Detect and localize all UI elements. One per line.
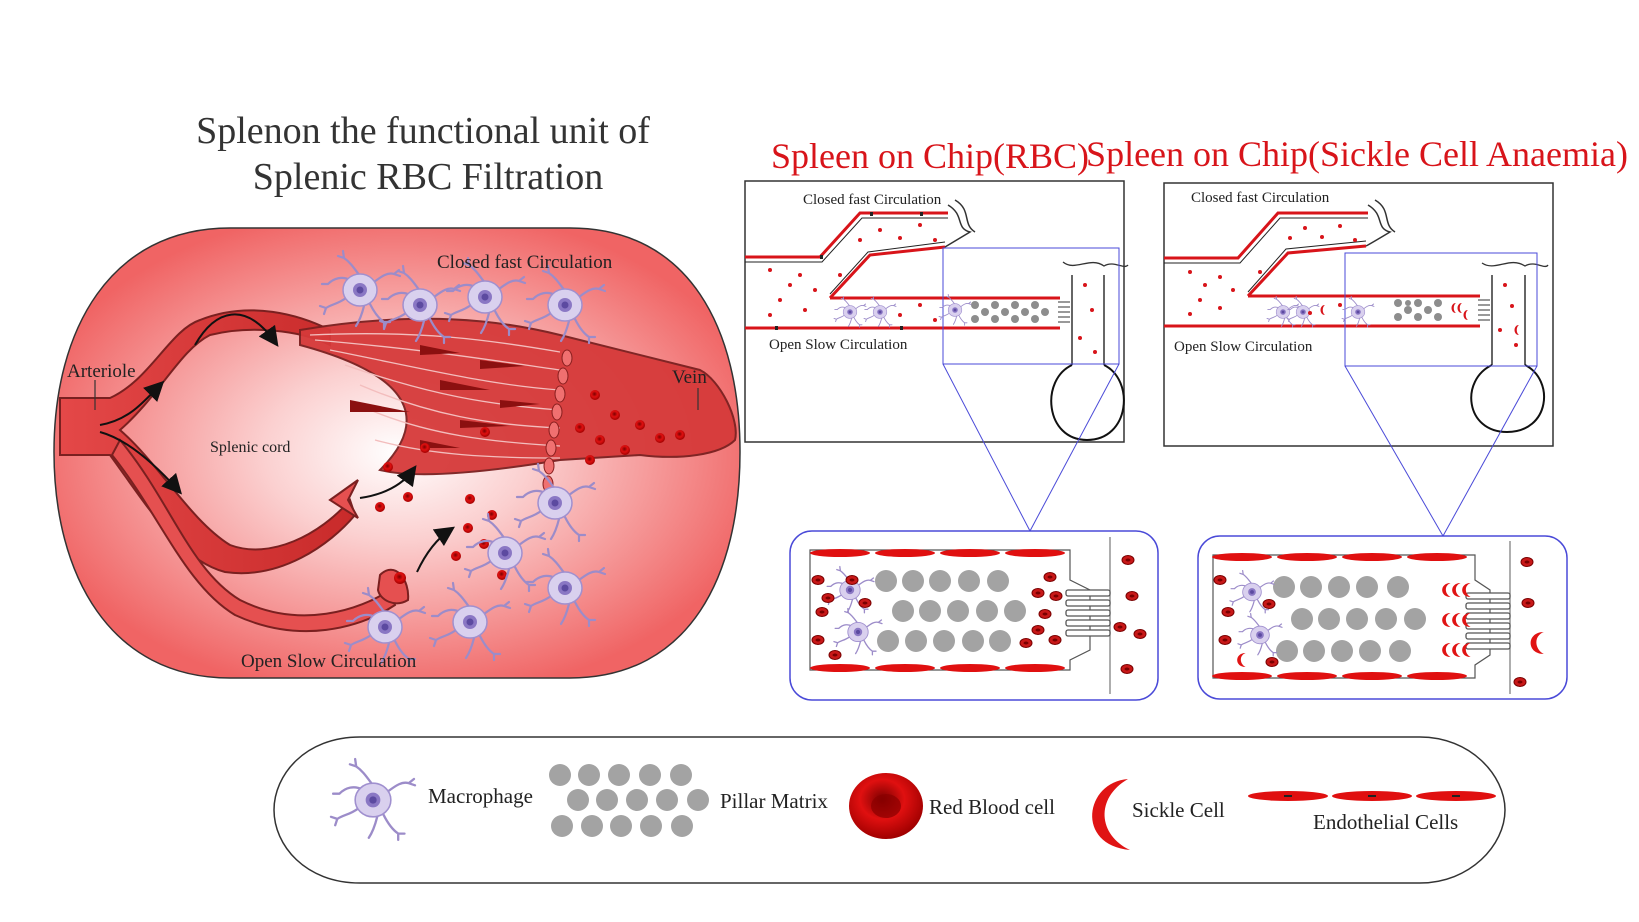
legend-pillar-matrix-label: Pillar Matrix bbox=[720, 789, 828, 813]
label-arteriole: Arteriole bbox=[67, 361, 136, 382]
legend-macrophage-label: Macrophage bbox=[428, 784, 533, 808]
legend-red-blood-cell-label: Red Blood cell bbox=[929, 795, 1055, 819]
legend: Macrophage Pillar Matrix Red Blood cell … bbox=[273, 736, 1506, 884]
label-vein: Vein bbox=[672, 367, 707, 388]
chip-sickle-closed-fast-label: Closed fast Circulation bbox=[1191, 190, 1330, 206]
chip-rbc-closed-fast-label: Closed fast Circulation bbox=[803, 192, 942, 208]
red-blood-cell-icon bbox=[849, 773, 923, 839]
chip-sickle-diagram bbox=[1163, 182, 1554, 537]
chip-rbc-zoom-detail bbox=[789, 530, 1159, 701]
label-open-slow-circulation: Open Slow Circulation bbox=[241, 651, 417, 672]
chip-rbc-title: Spleen on Chip(RBC) bbox=[771, 136, 1089, 176]
chip-rbc-open-slow-label: Open Slow Circulation bbox=[769, 337, 908, 353]
label-closed-fast-circulation: Closed fast Circulation bbox=[437, 252, 613, 273]
chip-sickle-title: Spleen on Chip(Sickle Cell Anaemia) bbox=[1086, 134, 1628, 174]
pillar-matrix-icon bbox=[549, 764, 709, 837]
label-splenic-cord: Splenic cord bbox=[210, 439, 290, 456]
endothelial-cells-icon bbox=[1248, 791, 1496, 801]
sickle-cell-icon bbox=[1092, 779, 1130, 850]
title-line-1: Splenon the functional unit of bbox=[196, 110, 650, 152]
chip-sickle-open-slow-label: Open Slow Circulation bbox=[1174, 339, 1313, 355]
title-line-2: Splenic RBC Filtration bbox=[253, 156, 603, 198]
chip-sickle-zoom-detail bbox=[1197, 535, 1568, 700]
splenon-illustration bbox=[53, 227, 741, 679]
chip-rbc-diagram bbox=[744, 180, 1129, 532]
legend-endothelial-cells-label: Endothelial Cells bbox=[1313, 810, 1458, 834]
legend-sickle-cell-label: Sickle Cell bbox=[1132, 798, 1225, 822]
